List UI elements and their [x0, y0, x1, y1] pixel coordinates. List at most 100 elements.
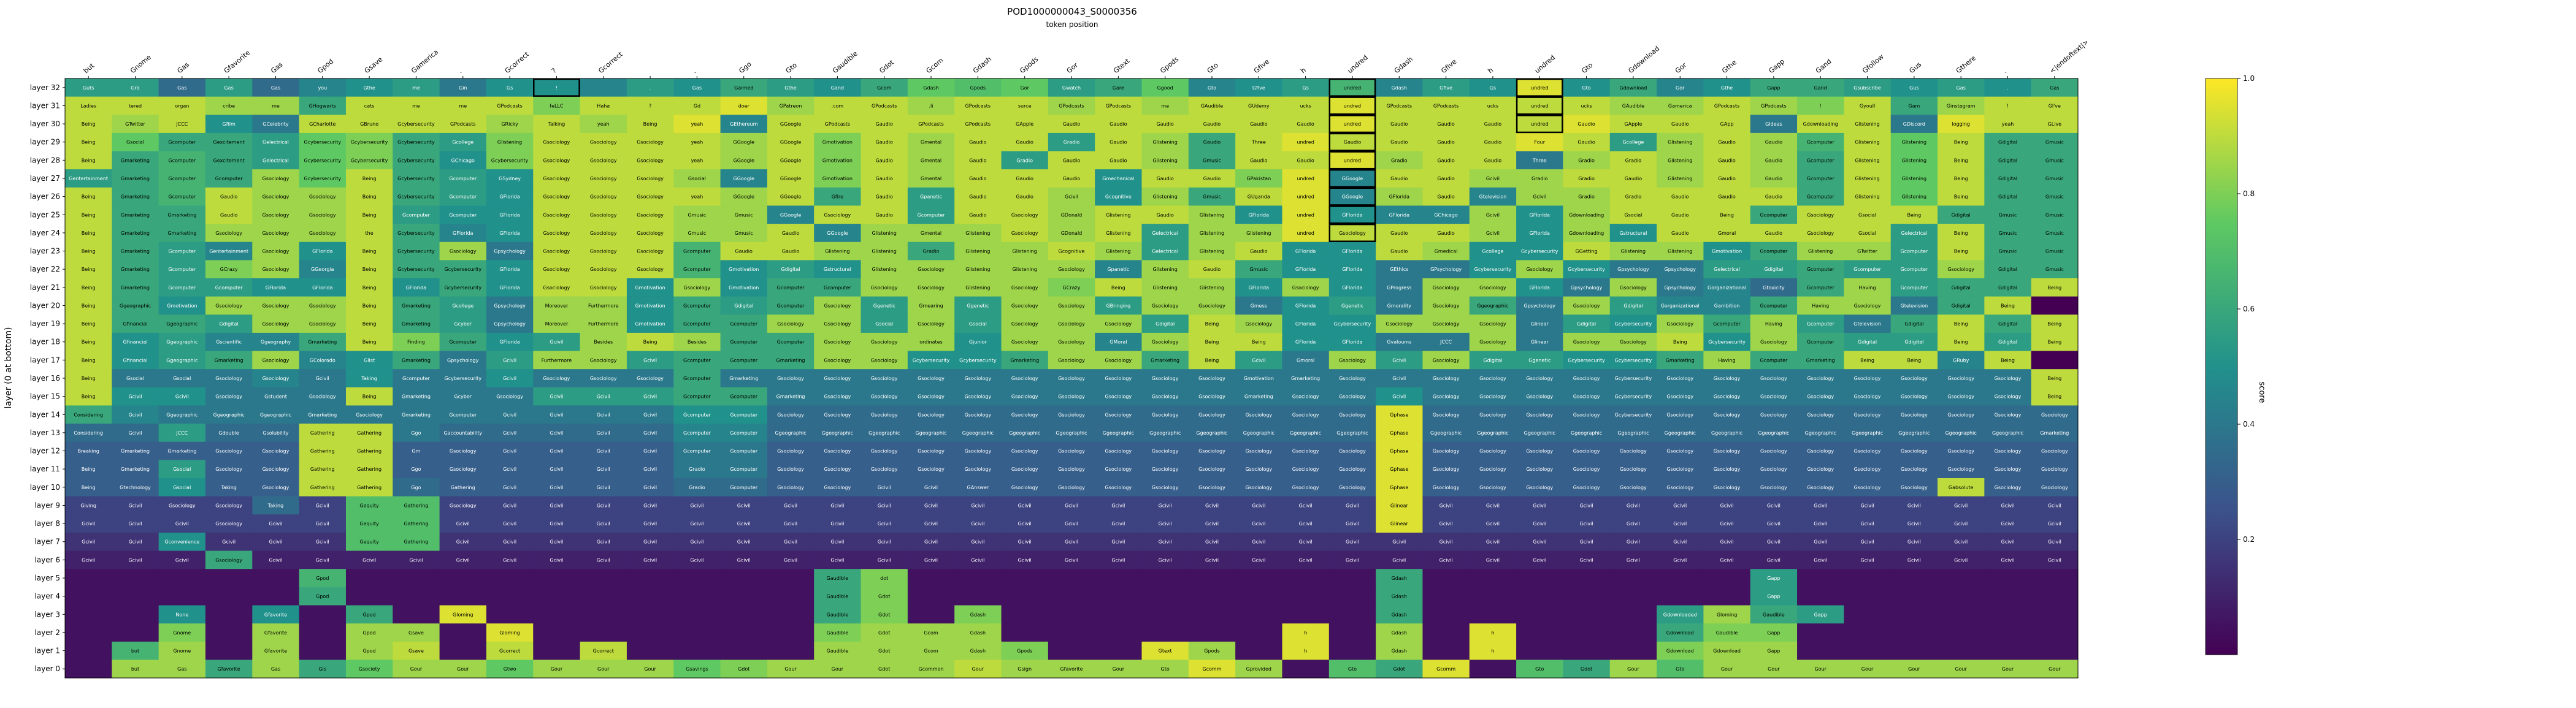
heatmap-cell [1938, 314, 1985, 333]
cell-label: Being [1954, 140, 1968, 145]
heatmap-cell [1657, 187, 1704, 206]
cell-label: Being [1954, 194, 1968, 200]
cell-label: Gaudio [1203, 121, 1221, 127]
heatmap-cell [954, 332, 1002, 352]
heatmap-cell [954, 569, 1002, 588]
heatmap-cell [954, 387, 1002, 406]
cell-label: Glinear [1531, 340, 1549, 345]
heatmap-cell [1844, 478, 1892, 497]
heatmap-cell [1141, 351, 1189, 370]
heatmap-cell [1141, 314, 1189, 333]
cell-label: Gcivil [2001, 539, 2015, 545]
cell-label: Gathering [310, 466, 335, 472]
cell-label: Gcivil [1767, 503, 1781, 508]
heatmap-cell [1890, 405, 1938, 424]
heatmap-cell [1657, 115, 1704, 134]
cell-label: Gcivil [1486, 503, 1500, 508]
heatmap-cell [673, 224, 721, 243]
cell-label: Haha [597, 103, 610, 108]
heatmap-cell [1095, 514, 1142, 533]
heatmap-cell [1376, 641, 1423, 660]
cell-label: Gsociology [1011, 285, 1038, 291]
cell-label: Gaudio [876, 176, 893, 181]
cell-label: Gcomputer [683, 357, 711, 363]
heatmap-cell [1328, 314, 1376, 333]
cell-label: Gsociology [1901, 485, 1928, 490]
cell-label: Gapp [1767, 630, 1780, 636]
heatmap-cell [65, 151, 112, 170]
heatmap-cell [626, 278, 674, 297]
heatmap-cell [1376, 660, 1423, 679]
heatmap-cell [345, 278, 393, 297]
cell-label: Ggeographic [1711, 430, 1742, 436]
heatmap-cell [1938, 587, 1985, 606]
heatmap-cell [393, 496, 440, 515]
heatmap-cell [1750, 387, 1798, 406]
cell-label: ucks [1300, 103, 1311, 108]
heatmap-cell [1797, 132, 1844, 152]
heatmap-cell [954, 260, 1002, 279]
heatmap-cell [299, 641, 347, 660]
cell-label: Gcivil [456, 557, 470, 563]
heatmap-cell [720, 587, 768, 606]
heatmap-cell [486, 532, 534, 552]
heatmap-cell [1235, 242, 1282, 261]
cell-label: me [412, 85, 420, 91]
cell-label: Gsociology [2041, 412, 2068, 417]
cell-label: Glistening [965, 249, 990, 254]
cell-label: Gcomputer [168, 249, 196, 254]
heatmap-cell [1890, 332, 1938, 352]
cell-label: Gcivil [924, 485, 938, 490]
cell-label: Gsociology [590, 376, 617, 381]
cell-label: Ggeographic [1898, 430, 1930, 436]
cell-label: Glistening [1200, 212, 1224, 218]
heatmap-cell [1376, 514, 1423, 533]
heatmap-cell [439, 514, 487, 533]
heatmap-cell [1001, 132, 1049, 152]
cell-label: Gmusic [1249, 267, 1268, 272]
heatmap-cell [439, 187, 487, 206]
heatmap-cell [65, 332, 112, 352]
heatmap-cell [345, 605, 393, 624]
cell-label: Gcomputer [918, 212, 945, 218]
heatmap-cell [1609, 187, 1657, 206]
heatmap-cell [1282, 78, 1330, 97]
cell-label: Gsociology [1433, 485, 1460, 490]
heatmap-cell [580, 278, 627, 297]
cell-label: Gto [1161, 666, 1170, 672]
token-label: . [691, 67, 697, 75]
cell-label: . [2007, 85, 2009, 91]
token-label: Gfive [1252, 58, 1271, 75]
heatmap-cell [205, 405, 253, 424]
heatmap-cell [2031, 424, 2079, 443]
cell-label: Gcivil [128, 557, 142, 563]
cell-label: Gaudio [876, 194, 893, 200]
heatmap-cell [1797, 278, 1844, 297]
cell-label: Gpsychology [1664, 285, 1696, 291]
heatmap-cell [673, 96, 721, 115]
cell-label: Gmarketing [1010, 357, 1039, 363]
heatmap-cell [1001, 187, 1049, 206]
cell-label: Gsociology [263, 230, 289, 236]
cell-label: Gsociology [1105, 449, 1132, 454]
cell-label: Gsociology [1854, 303, 1881, 308]
heatmap-cell [299, 224, 347, 243]
cell-label: Gsociology [824, 485, 851, 490]
cell-label: Gcivil [1205, 503, 1219, 508]
heatmap-cell [1282, 660, 1330, 679]
heatmap-cell [1797, 441, 1844, 460]
cell-label: Gcivil [643, 394, 657, 400]
cell-label: Gsociology [1760, 394, 1787, 400]
cell-label: Ggenetic [967, 303, 989, 308]
cell-label: Gcomputer [1900, 267, 1928, 272]
heatmap-cell [533, 260, 581, 279]
cell-label: Gsociology [1245, 466, 1272, 472]
heatmap-cell [580, 478, 627, 497]
cell-label: Gdash [970, 612, 986, 617]
cell-label: Glistening [1106, 249, 1130, 254]
heatmap-cell [486, 278, 534, 297]
cell-label: GPodcasts [1059, 103, 1084, 108]
cell-label: Gcivil [597, 521, 610, 527]
cell-label: Gsociology [1526, 412, 1553, 417]
token-label: Gpods [1018, 55, 1040, 75]
